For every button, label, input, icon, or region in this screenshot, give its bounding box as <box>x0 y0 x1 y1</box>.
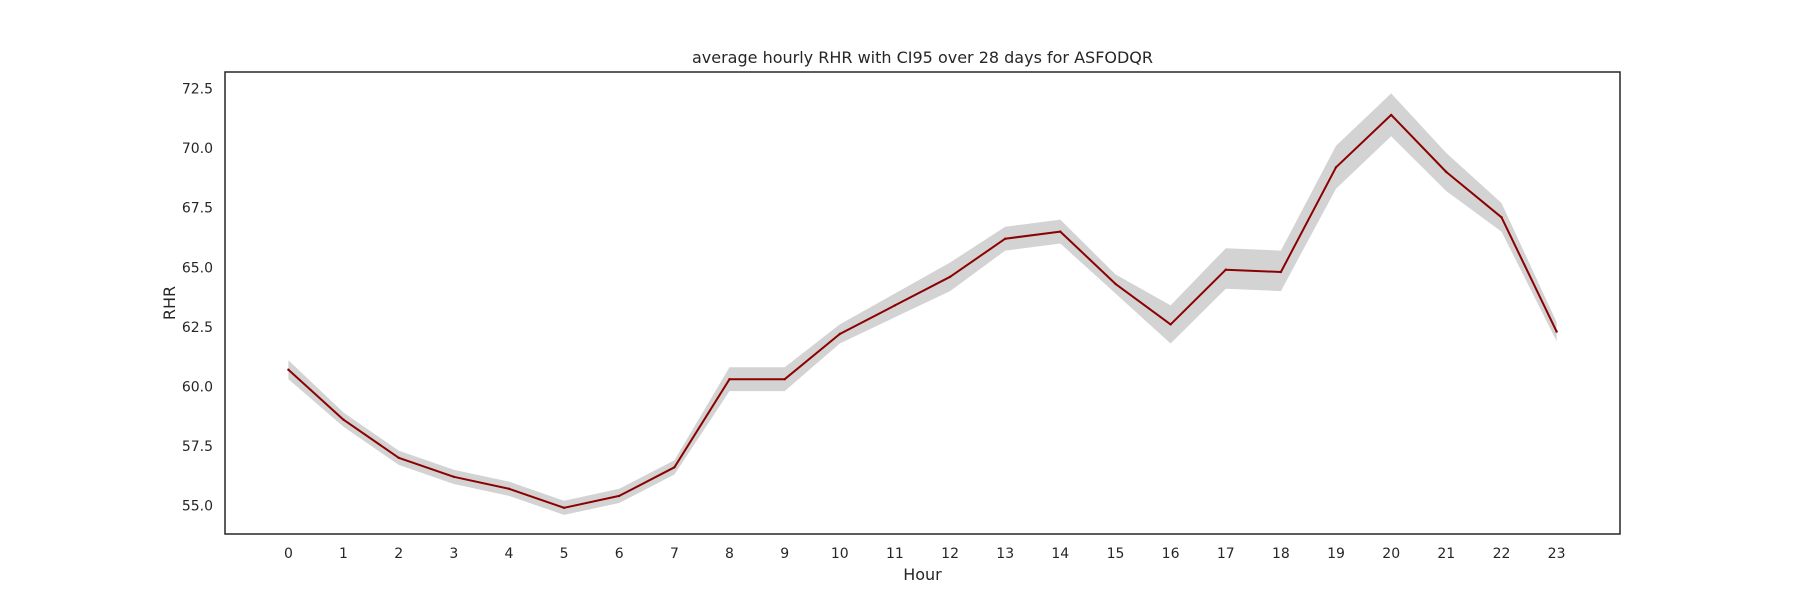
x-tick-label: 1 <box>339 546 348 562</box>
data-point <box>342 418 345 421</box>
x-tick-label: 7 <box>670 546 679 562</box>
x-tick-label: 19 <box>1327 546 1345 562</box>
data-point <box>893 304 897 307</box>
data-point <box>618 494 621 498</box>
data-point <box>1334 166 1338 169</box>
x-tick-label: 15 <box>1107 546 1125 562</box>
data-point <box>673 466 676 469</box>
data-point <box>507 487 511 490</box>
data-point <box>1224 268 1228 271</box>
rhr-series-line <box>287 113 1558 509</box>
x-tick-label: 11 <box>886 546 904 562</box>
y-tick-label: 72.5 <box>182 82 213 98</box>
data-point <box>1390 113 1393 117</box>
x-tick-label: 6 <box>615 546 624 562</box>
series-line-layer <box>287 113 1558 509</box>
confidence-band-layer <box>288 93 1557 515</box>
data-point <box>838 332 841 336</box>
data-point <box>1114 282 1117 286</box>
x-tick-label: 23 <box>1548 546 1566 562</box>
data-point <box>452 475 455 478</box>
y-axis-ticks: 55.0 57.5 60.0 62.5 65.0 67.5 70.0 72.5 <box>182 82 213 515</box>
x-tick-label: 21 <box>1437 546 1455 562</box>
x-tick-label: 3 <box>449 546 458 562</box>
data-point <box>562 506 566 509</box>
data-point <box>1279 270 1283 274</box>
x-tick-label: 8 <box>725 546 734 562</box>
data-point <box>783 378 786 381</box>
data-point <box>948 275 952 278</box>
plot-frame <box>224 71 1621 535</box>
y-tick-label: 55.0 <box>182 498 213 514</box>
x-axis-label: Hour <box>903 565 942 584</box>
y-tick-label: 62.5 <box>182 320 213 336</box>
x-tick-label: 5 <box>560 546 569 562</box>
x-tick-label: 14 <box>1051 546 1069 562</box>
x-tick-label: 22 <box>1493 546 1511 562</box>
data-point <box>1169 323 1172 326</box>
data-point <box>1445 170 1448 174</box>
y-tick-label: 70.0 <box>182 141 213 157</box>
x-tick-label: 4 <box>505 546 514 562</box>
y-tick-label: 57.5 <box>182 439 213 455</box>
ci95-band <box>288 93 1557 515</box>
data-point <box>728 378 731 381</box>
x-tick-label: 13 <box>996 546 1014 562</box>
data-point <box>397 456 400 459</box>
x-tick-label: 12 <box>941 546 959 562</box>
x-tick-label: 20 <box>1382 546 1400 562</box>
x-tick-label: 18 <box>1272 546 1290 562</box>
x-tick-label: 16 <box>1162 546 1180 562</box>
y-tick-label: 67.5 <box>182 201 213 217</box>
data-point <box>1555 330 1558 333</box>
y-tick-label: 60.0 <box>182 379 213 395</box>
x-tick-label: 17 <box>1217 546 1235 562</box>
data-point <box>287 368 290 371</box>
y-axis-label: RHR <box>160 286 179 320</box>
x-tick-label: 2 <box>394 546 403 562</box>
y-tick-label: 65.0 <box>182 260 213 276</box>
x-axis-ticks: 0 1 2 3 4 5 6 7 8 9 10 11 12 13 14 15 16 17 18 19 20 21 22 23 <box>284 546 1566 562</box>
data-point <box>1059 230 1062 233</box>
chart-title: average hourly RHR with CI95 over 28 day… <box>692 48 1153 67</box>
data-point <box>1004 237 1007 240</box>
x-tick-label: 10 <box>831 546 849 562</box>
data-point <box>1500 216 1503 219</box>
x-tick-label: 0 <box>284 546 293 562</box>
x-tick-label: 9 <box>780 546 789 562</box>
